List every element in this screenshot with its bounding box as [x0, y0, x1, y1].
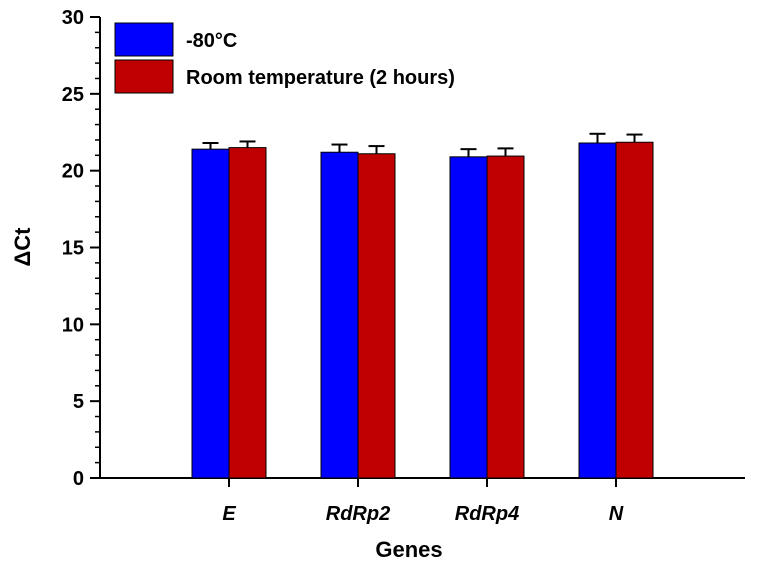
y-tick-label: 20 [62, 161, 84, 183]
bars [191, 132, 654, 479]
x-axis-title: Genes [375, 537, 442, 562]
x-axis: E RdRp2 RdRp4 N [100, 477, 745, 525]
legend-label: -80°C [186, 30, 237, 52]
bar-minus80c-n [578, 142, 617, 479]
bar-room-temp-rdrp4 [486, 155, 525, 479]
legend: -80°C Room temperature (2 hours) [114, 22, 455, 94]
bar-minus80c-rdrp2 [320, 151, 359, 479]
x-tick-label: N [609, 503, 624, 525]
bar-room-temp-rdrp2 [357, 153, 396, 479]
y-axis: 0 5 10 15 20 25 30 [62, 7, 101, 490]
bar-room-temp-e [228, 147, 267, 479]
y-tick-label: 15 [62, 238, 84, 260]
x-tick-label: RdRp2 [326, 503, 390, 525]
x-tick-label: RdRp4 [455, 503, 519, 525]
bar-room-temp-n [615, 141, 654, 479]
bar-minus80c-e [191, 148, 230, 479]
legend-swatch [114, 22, 174, 57]
y-axis-title: ΔCt [10, 227, 35, 267]
y-tick-label: 25 [62, 84, 84, 106]
legend-label: Room temperature (2 hours) [186, 67, 455, 89]
x-tick-label: E [222, 503, 236, 525]
legend-swatch [114, 59, 174, 94]
bar-minus80c-rdrp4 [449, 156, 488, 479]
y-tick-label: 30 [62, 7, 84, 29]
y-tick-label: 0 [73, 468, 84, 490]
y-tick-label: 5 [73, 391, 84, 413]
y-tick-label: 10 [62, 314, 84, 336]
